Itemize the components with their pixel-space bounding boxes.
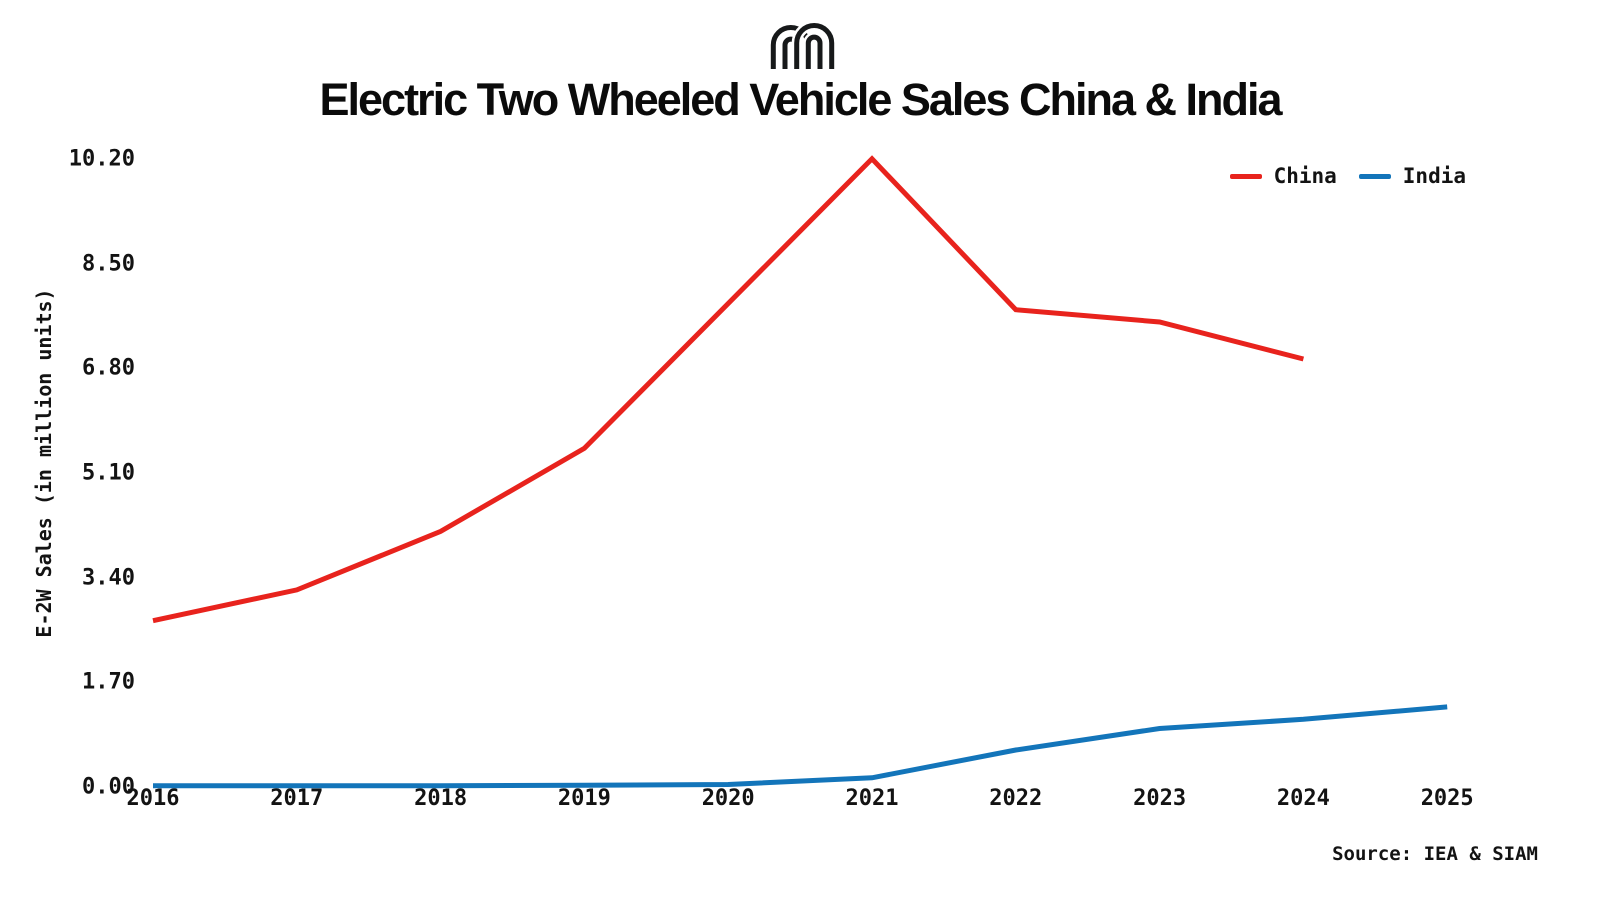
x-tick-label: 2016 — [126, 786, 180, 811]
x-tick-label: 2019 — [557, 786, 611, 811]
y-tick-label: 6.80 — [82, 355, 135, 381]
y-axis-title: E-2W Sales (in million units) — [32, 288, 56, 638]
y-tick-label: 3.40 — [82, 565, 135, 591]
y-tick-label: 10.20 — [68, 146, 135, 172]
x-tick-label: 2024 — [1276, 786, 1330, 811]
chart-title: Electric Two Wheeled Vehicle Sales China… — [319, 74, 1283, 125]
china-line — [152, 155, 1305, 624]
legend-item-india: India — [1358, 164, 1466, 188]
x-tick-label: 2017 — [270, 786, 324, 811]
legend-item-china: China — [1229, 164, 1337, 188]
x-tick-label: 2018 — [414, 786, 468, 811]
x-tick-label: 2022 — [989, 786, 1043, 811]
y-tick-label: 5.10 — [82, 460, 135, 486]
source-note: Source: IEA & SIAM — [1332, 843, 1538, 865]
y-tick-label: 1.70 — [82, 669, 135, 695]
x-tick-label: 2025 — [1420, 786, 1474, 811]
india-line-swatch — [1358, 173, 1391, 179]
legend-label-india: India — [1402, 164, 1466, 188]
legend: China India — [1229, 164, 1466, 188]
legend-label-china: China — [1273, 164, 1337, 188]
india-line — [153, 704, 1448, 789]
y-tick-label: 8.50 — [82, 251, 135, 276]
x-tick-label: 2021 — [845, 786, 899, 811]
y-tick-label: 0.00 — [82, 774, 135, 800]
china-line-swatch — [1229, 173, 1262, 179]
x-tick-label: 2023 — [1133, 786, 1187, 811]
x-tick-label: 2020 — [701, 786, 755, 811]
mint-logo-icon — [770, 20, 837, 69]
